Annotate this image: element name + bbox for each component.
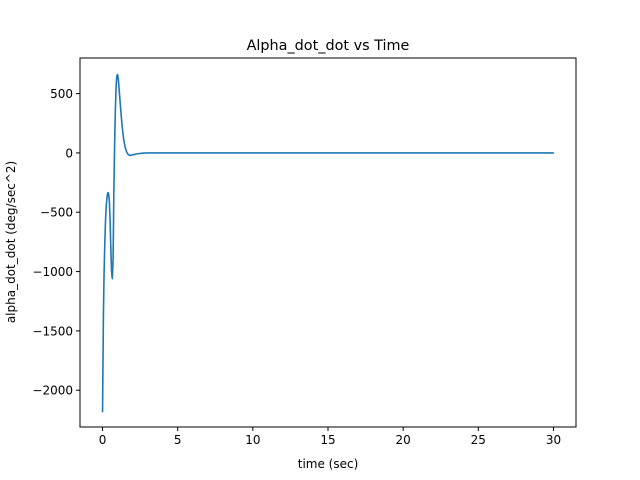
y-tick-label: −1000 [32,265,73,279]
y-tick-label: −1500 [32,324,73,338]
x-tick-label: 30 [546,433,561,447]
y-tick-label: −2000 [32,384,73,398]
x-tick-label: 15 [320,433,335,447]
x-tick-label: 25 [471,433,486,447]
x-tick-label: 10 [245,433,260,447]
y-tick-label: 0 [65,146,73,160]
x-axis-label: time (sec) [298,457,359,471]
chart-title: Alpha_dot_dot vs Time [247,38,410,54]
x-tick-label: 20 [396,433,411,447]
x-tick-label: 5 [174,433,182,447]
x-tick-label: 0 [99,433,107,447]
y-tick-label: −500 [40,206,73,220]
y-axis-label: alpha_dot_dot (deg/sec^2) [4,161,18,323]
y-tick-label: 500 [50,87,73,101]
